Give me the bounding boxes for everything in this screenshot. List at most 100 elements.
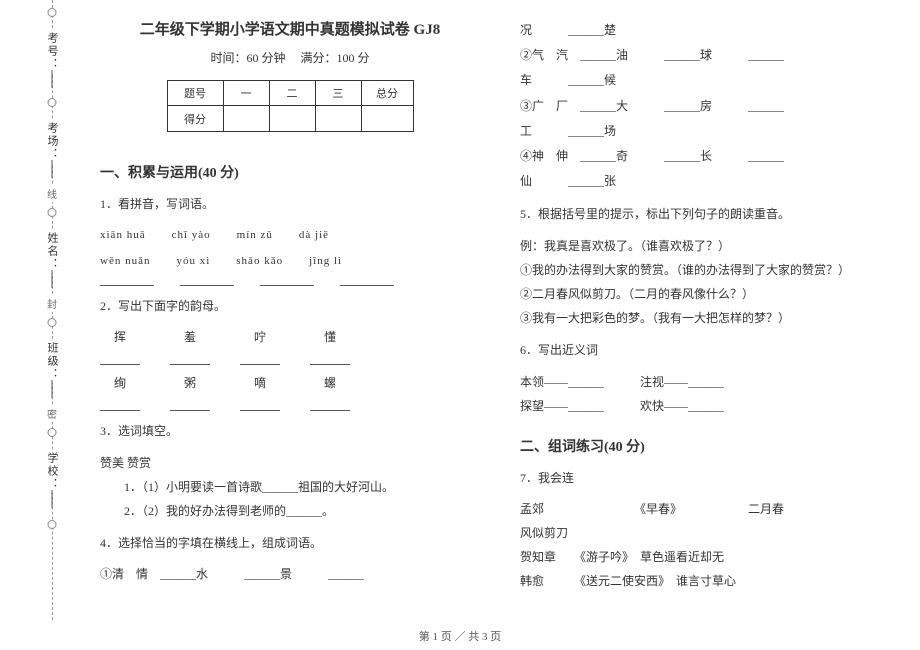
char: 羞 (170, 325, 210, 349)
q1-blank-row (100, 272, 480, 286)
q7-num: 7． (520, 471, 538, 485)
blank (310, 351, 350, 365)
blank (100, 272, 154, 286)
q2-blank-row-2 (100, 397, 480, 411)
time-value: 60 分钟 (246, 51, 285, 65)
q4-line: 况 ______楚 (520, 18, 900, 43)
q3-label: 选词填空。 (118, 424, 178, 438)
binding-circle (48, 98, 57, 107)
char: 懂 (310, 325, 350, 349)
char: 螺 (310, 371, 350, 395)
binding-label-name: 姓名： (44, 230, 60, 273)
char: 绚 (100, 371, 140, 395)
binding-underline (52, 160, 53, 178)
binding-circle (48, 428, 57, 437)
score-value: 100 分 (337, 51, 370, 65)
binding-circle (48, 520, 57, 529)
blank (170, 351, 210, 365)
q2-body: 挥 羞 咛 懂 绚 粥 嘀 螺 (100, 325, 480, 411)
q5-line: ③我有一大把彩色的梦。（我有一大把怎样的梦？） (520, 306, 900, 330)
q2-label: 写出下面字的韵母。 (118, 299, 226, 313)
q6-pair: 欢快——______ (640, 394, 724, 418)
pinyin: wēn nuǎn (100, 250, 150, 272)
binding-circle (48, 318, 57, 327)
pinyin: xiān huā (100, 224, 146, 246)
q1-num: 1． (100, 197, 118, 211)
blank (170, 397, 210, 411)
binding-label-class: 班级： (44, 340, 60, 383)
blank (260, 272, 314, 286)
q1-label: 看拼音，写词语。 (118, 197, 214, 211)
score-table: 题号 一 二 三 总分 得分 (167, 80, 414, 132)
q7-line: 孟郊 《早春》 二月春 (520, 497, 900, 521)
question-4: 4．选择恰当的字填在横线上，组成词语。 (100, 533, 480, 555)
q7-line: 风似剪刀 (520, 521, 900, 545)
q3-num: 3． (100, 424, 118, 438)
pinyin: mín zǔ (237, 224, 273, 246)
q4-line: ①清 情 ______水 ______景 ______ (100, 562, 480, 587)
q6-pair: 本领——______ (520, 370, 640, 394)
q6-num: 6． (520, 343, 538, 357)
binding-mark-line: 线 (47, 185, 57, 202)
binding-label-examid: 考号： (44, 30, 60, 73)
q1-body: xiān huā chī yào mín zǔ dà jiē wēn nuǎn … (100, 224, 480, 286)
blank (340, 272, 394, 286)
score-cell (315, 106, 361, 132)
binding-mark-seal: 封 (47, 295, 57, 312)
q4-line: 工 ______场 (520, 119, 900, 144)
q7-line: 韩愈 《送元二使安西》 谁言寸草心 (520, 569, 900, 593)
question-1: 1．看拼音，写词语。 (100, 194, 480, 216)
q4-line: 车 ______候 (520, 68, 900, 93)
score-col-total: 总分 (361, 81, 413, 106)
q5-line: ②二月春风似剪刀。（二月的春风像什么？） (520, 282, 900, 306)
score-col-2: 二 (269, 81, 315, 106)
q5-num: 5． (520, 207, 538, 221)
score-row-label: 得分 (167, 106, 223, 132)
exam-title: 二年级下学期小学语文期中真题模拟试卷 GJ8 (100, 18, 480, 39)
q7-line: 贺知章 《游子吟》 草色遥看近却无 (520, 545, 900, 569)
pinyin: dà jiē (299, 224, 329, 246)
score-col-label: 题号 (167, 81, 223, 106)
q4-num: 4． (100, 536, 118, 550)
q4-line: 仙 ______张 (520, 169, 900, 194)
q5-line: ①我的办法得到大家的赞赏。（谁的办法得到了大家的赞赏？） (520, 258, 900, 282)
q5-body: 例：我真是喜欢极了。（谁喜欢极了？） ①我的办法得到大家的赞赏。（谁的办法得到了… (520, 234, 900, 330)
char: 咛 (240, 325, 280, 349)
binding-underline (52, 380, 53, 398)
pinyin: shāo kǎo (236, 250, 283, 272)
exam-meta: 时间：60 分钟 满分：100 分 (100, 49, 480, 66)
binding-strip: 考号： 考场： 线 姓名： 封 班级： 密 学校： (16, 0, 88, 620)
binding-mark-secret: 密 (47, 405, 57, 422)
q5-example: 例：我真是喜欢极了。（谁喜欢极了？） (520, 234, 900, 258)
q4-line: ②气 汽 ______油 ______球 ______ (520, 43, 900, 68)
q3-words: 赞美 赞赏 (100, 451, 480, 475)
q6-pair-row: 探望——______ 欢快——______ (520, 394, 900, 418)
blank (180, 272, 234, 286)
pinyin: jīng lì (309, 250, 342, 272)
blank (310, 397, 350, 411)
binding-underline (52, 490, 53, 508)
char: 嘀 (240, 371, 280, 395)
binding-label-room: 考场： (44, 120, 60, 163)
q7-body: 孟郊 《早春》 二月春 风似剪刀 贺知章 《游子吟》 草色遥看近却无 韩愈 《送… (520, 497, 900, 593)
binding-label-school: 学校： (44, 450, 60, 493)
q3-s1-text: （1）小明要读一首诗歌______祖国的大好河山。 (142, 480, 394, 494)
binding-underline (52, 270, 53, 288)
score-cell (269, 106, 315, 132)
pinyin: yóu xì (176, 250, 210, 272)
q3-s2-text: （2）我的好办法得到老师的______。 (142, 504, 334, 518)
q7-label: 我会连 (538, 471, 574, 485)
score-cell (361, 106, 413, 132)
q2-num: 2． (100, 299, 118, 313)
page-content: 二年级下学期小学语文期中真题模拟试卷 GJ8 时间：60 分钟 满分：100 分… (100, 18, 900, 598)
q3-s2-num: 2． (124, 504, 142, 518)
q6-pair: 探望——______ (520, 394, 640, 418)
score-value-row: 得分 (167, 106, 413, 132)
question-2: 2．写出下面字的韵母。 (100, 296, 480, 318)
q1-pinyin-row-1: xiān huā chī yào mín zǔ dà jiē (100, 224, 480, 246)
q2-char-row-1: 挥 羞 咛 懂 (100, 325, 480, 349)
q3-s1-num: 1． (124, 480, 142, 494)
score-label: 满分： (301, 51, 337, 65)
binding-circle (48, 8, 57, 17)
q3-sub2: 2．（2）我的好办法得到老师的______。 (100, 499, 480, 523)
